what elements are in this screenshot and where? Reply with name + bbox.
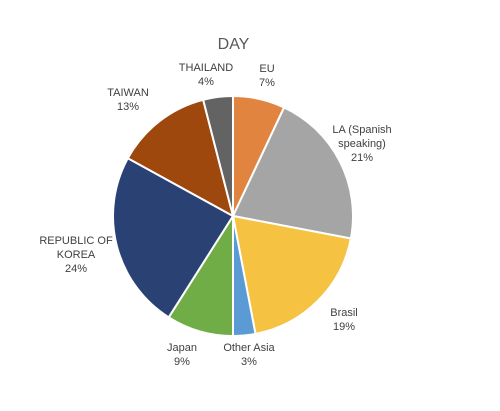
slice-label: Japan 9% — [157, 341, 207, 369]
slice-label: Brasil 19% — [319, 306, 369, 334]
slice-label: LA (Spanish speaking) 21% — [322, 123, 402, 165]
slice-label: Other Asia 3% — [214, 341, 284, 369]
chart-title: DAY — [217, 36, 250, 53]
pie-slice — [231, 214, 353, 336]
category-label: Japan — [167, 342, 197, 354]
slice-label: THAILAND 4% — [171, 61, 241, 89]
value-label: 7% — [259, 77, 275, 89]
pie-slice — [112, 156, 235, 319]
slice-label: EU 7% — [247, 62, 287, 90]
category-label: Brasil — [330, 307, 358, 319]
slice-label: REPUBLIC OF KOREA 24% — [31, 234, 121, 276]
pie-slice — [126, 98, 235, 218]
category-label: REPUBLIC OF KOREA — [39, 235, 113, 261]
pie-slice — [201, 94, 234, 217]
category-label: EU — [259, 63, 275, 75]
category-label: LA (Spanish speaking) — [332, 124, 392, 150]
category-label: THAILAND — [178, 62, 234, 74]
value-label: 13% — [116, 101, 140, 113]
pie-slice — [231, 106, 354, 240]
category-label: Other Asia — [223, 342, 275, 354]
value-label: 21% — [350, 152, 374, 164]
slice-label: TAIWAN 13% — [98, 86, 158, 114]
value-label: 3% — [241, 356, 257, 368]
value-label: 24% — [64, 263, 88, 275]
category-label: TAIWAN — [107, 87, 149, 99]
value-label: 4% — [198, 76, 214, 88]
value-label: 9% — [174, 356, 190, 368]
value-label: 19% — [332, 321, 356, 333]
